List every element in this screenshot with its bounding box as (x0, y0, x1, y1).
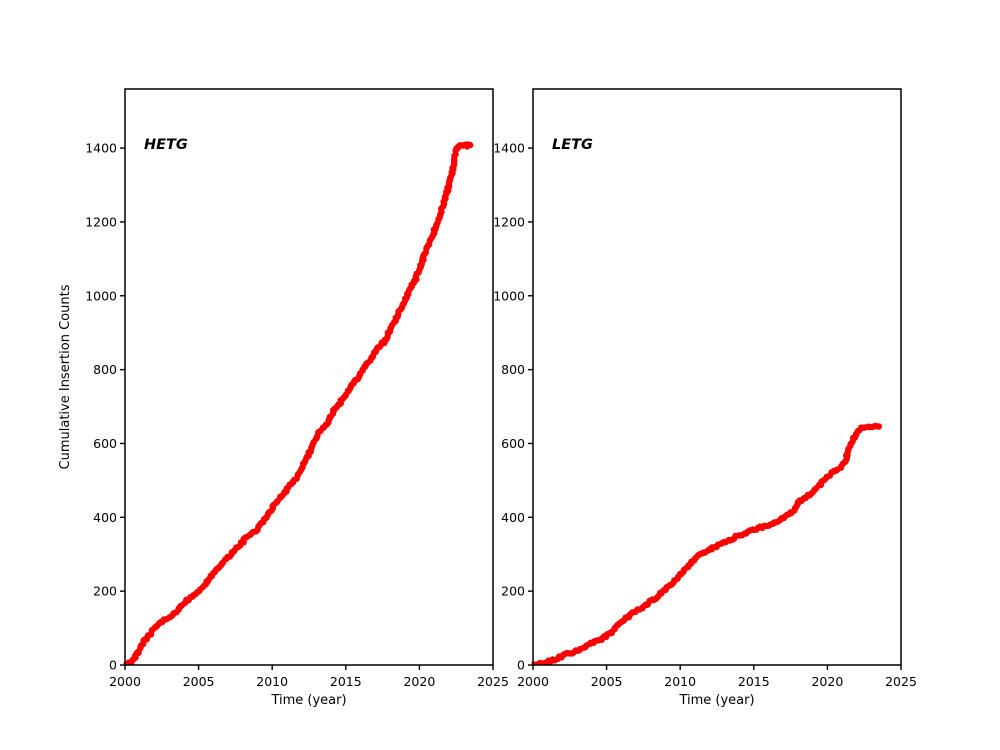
hetg-series (123, 141, 474, 665)
letg-title: LETG (552, 137, 593, 153)
x-tick-label: 2015 (330, 674, 362, 689)
letg-series (531, 422, 883, 665)
x-tick-label: 2020 (811, 674, 843, 689)
x-tick-label: 2010 (256, 674, 288, 689)
y-tick-label: 0 (109, 658, 117, 673)
y-tick-label: 1200 (493, 214, 525, 229)
left-xaxis-label: Time (year) (270, 693, 346, 708)
data-point (875, 423, 883, 430)
x-tick-label: 2015 (738, 674, 770, 689)
y-tick-label: 1400 (493, 141, 525, 156)
x-tick-label: 2010 (664, 674, 696, 689)
x-tick-label: 2005 (591, 674, 623, 689)
plots-group: 2000 2005 2010 2015 2020 20250200400600800100… (85, 88, 917, 689)
data-point (467, 141, 474, 149)
x-tick-label: 2025 (885, 674, 917, 689)
hetg-title: HETG (144, 137, 188, 153)
right-xaxis-label: Time (year) (678, 693, 754, 708)
y-tick-label: 600 (501, 436, 525, 451)
y-tick-label: 400 (501, 510, 525, 525)
y-tick-label: 200 (501, 584, 525, 599)
y-tick-label: 800 (93, 362, 117, 377)
letg-plot-border (532, 88, 902, 666)
y-tick-label: 0 (517, 658, 525, 673)
hetg-axes: 2000 2005 2010 2015 2020 2025 0 200 400 600 800 100… (85, 88, 509, 689)
x-tick-label: 2005 (183, 674, 215, 689)
x-tick-label: 2025 (477, 674, 509, 689)
y-tick-label: 1400 (85, 141, 117, 156)
x-tick-label: 2000 (109, 674, 141, 689)
y-tick-label: 1000 (85, 288, 117, 303)
y-tick-label: 600 (93, 436, 117, 451)
yaxis-label: Cumulative Insertion Counts (58, 284, 73, 469)
letg-axes: 2000 2005 2010 2015 2020 2025 0 200 400 600 800 100… (493, 88, 917, 689)
y-tick-label: 400 (93, 510, 117, 525)
y-tick-label: 1000 (493, 288, 525, 303)
x-tick-label: 2020 (403, 674, 435, 689)
y-tick-label: 800 (501, 362, 525, 377)
y-tick-label: 1200 (85, 214, 117, 229)
y-tick-label: 200 (93, 584, 117, 599)
x-tick-label: 2000 (517, 674, 549, 689)
hetg-plot-border (124, 88, 494, 666)
